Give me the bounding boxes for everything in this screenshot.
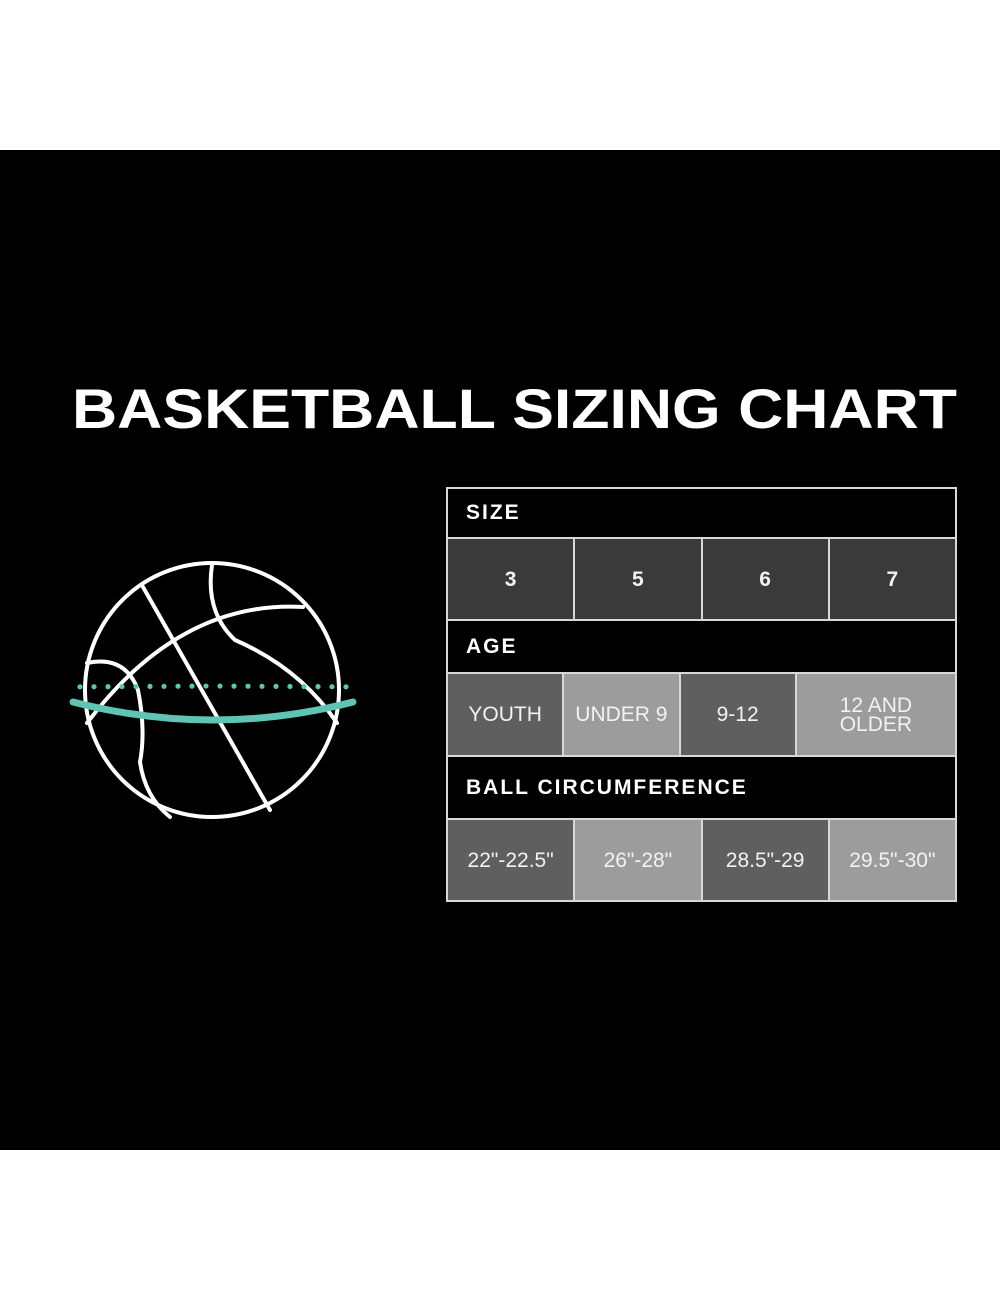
age-header: AGE: [448, 621, 955, 672]
dot: [259, 683, 265, 689]
dot: [315, 684, 321, 690]
dot: [119, 683, 125, 690]
dot: [147, 683, 153, 689]
age-cell: UNDER 9: [564, 674, 679, 755]
size-row: 3 5 6 7: [448, 539, 955, 619]
dot: [105, 684, 111, 690]
dot: [175, 683, 181, 689]
dot: [203, 683, 209, 689]
title-svg: BASKETBALL SIZING CHART: [72, 377, 957, 440]
dot: [343, 684, 349, 690]
circumference-header: BALL CIRCUMFERENCE: [448, 757, 955, 818]
sizing-table: SIZE 3 5 6 7 AGE YOUTH UNDER 9 9-12 12 A…: [446, 487, 957, 902]
dot: [287, 683, 293, 690]
circumference-row: 22"-22.5" 26"-28" 28.5"-29 29.5"-30": [448, 820, 955, 900]
dot: [301, 683, 307, 690]
size-header: SIZE: [448, 489, 955, 537]
size-cell: 3: [448, 539, 574, 619]
age-cell: YOUTH: [448, 674, 563, 755]
circumference-band: [69, 698, 357, 724]
basketball-icon: [69, 561, 357, 819]
circumference-cell: 26"-28": [575, 820, 701, 900]
circumference-cell: 29.5"-30": [829, 820, 955, 900]
age-row: YOUTH UNDER 9 9-12 12 AND OLDER: [448, 674, 955, 755]
circumference-cell: 28.5"-29: [702, 820, 828, 900]
age-cell: 9-12: [680, 674, 795, 755]
dot: [217, 683, 223, 689]
dot: [77, 684, 83, 690]
page-title: BASKETBALL SIZING CHART: [72, 377, 957, 440]
dotted-circumference-line: [77, 683, 349, 690]
dot: [273, 683, 279, 689]
dot: [91, 684, 97, 690]
size-cell: 6: [702, 539, 828, 619]
age-cell: 12 AND OLDER: [796, 674, 955, 755]
dot: [161, 683, 167, 689]
dot: [329, 684, 335, 690]
size-cell: 5: [575, 539, 701, 619]
dot: [133, 683, 139, 690]
size-cell: 7: [829, 539, 955, 619]
dot: [189, 683, 195, 689]
circumference-cell: 22"-22.5": [448, 820, 574, 900]
dot: [245, 683, 251, 689]
dot: [231, 683, 237, 689]
